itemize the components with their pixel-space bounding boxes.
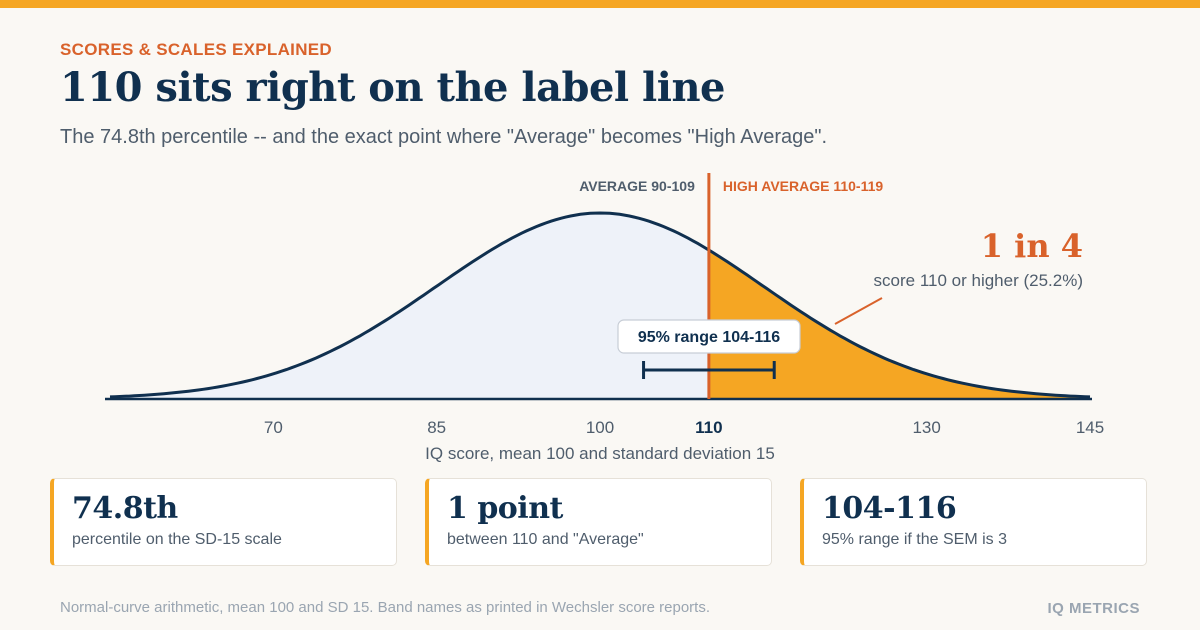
range-label-box: [617, 319, 801, 354]
stat-card-percentile: 74.8th percentile on the SD-15 scale: [50, 478, 397, 566]
curve-fill-tail: [708, 250, 1090, 399]
subtitle: The 74.8th percentile -- and the exact p…: [60, 126, 828, 148]
callout-big: 1 in 4: [981, 227, 1083, 265]
card-label: 95% range if the SEM is 3: [822, 531, 1007, 548]
callout-text: score 110 or higher (25.2%): [874, 271, 1083, 290]
x-tick-label: 85: [427, 418, 446, 437]
x-axis-label: IQ score, mean 100 and standard deviatio…: [425, 444, 775, 463]
range-label: 95% range 104-116: [638, 329, 780, 346]
x-tick-label: 110: [695, 418, 722, 437]
x-tick-label: 145: [1076, 418, 1104, 437]
x-tick-label: 100: [586, 418, 614, 437]
band-label-average: AVERAGE 90-109: [579, 178, 695, 194]
card-value: 74.8th: [72, 491, 178, 526]
footnote: Normal-curve arithmetic, mean 100 and SD…: [60, 599, 711, 616]
callout-leader: [834, 297, 883, 325]
stat-card-gap: 1 point between 110 and "Average": [425, 478, 772, 566]
band-label-high-average: HIGH AVERAGE 110-119: [723, 178, 884, 194]
brand-logo: IQ METRICS: [1047, 600, 1140, 617]
page-title: 110 sits right on the label line: [60, 64, 725, 111]
card-value: 1 point: [447, 491, 563, 526]
x-tick-label: 130: [912, 418, 940, 437]
bell-curve-line: [109, 211, 1091, 399]
stat-card-range: 104-116 95% range if the SEM is 3: [800, 478, 1147, 566]
top-accent-bar: [0, 0, 1200, 8]
bell-curve-chart: AVERAGE 90-109 HIGH AVERAGE 110-119 95% ra…: [105, 173, 1104, 463]
x-tick-label: 70: [264, 418, 283, 437]
eyebrow: SCORES & SCALES EXPLAINED: [60, 40, 332, 59]
card-label: percentile on the SD-15 scale: [72, 531, 282, 548]
card-value: 104-116: [822, 491, 957, 526]
card-label: between 110 and "Average": [447, 531, 644, 548]
